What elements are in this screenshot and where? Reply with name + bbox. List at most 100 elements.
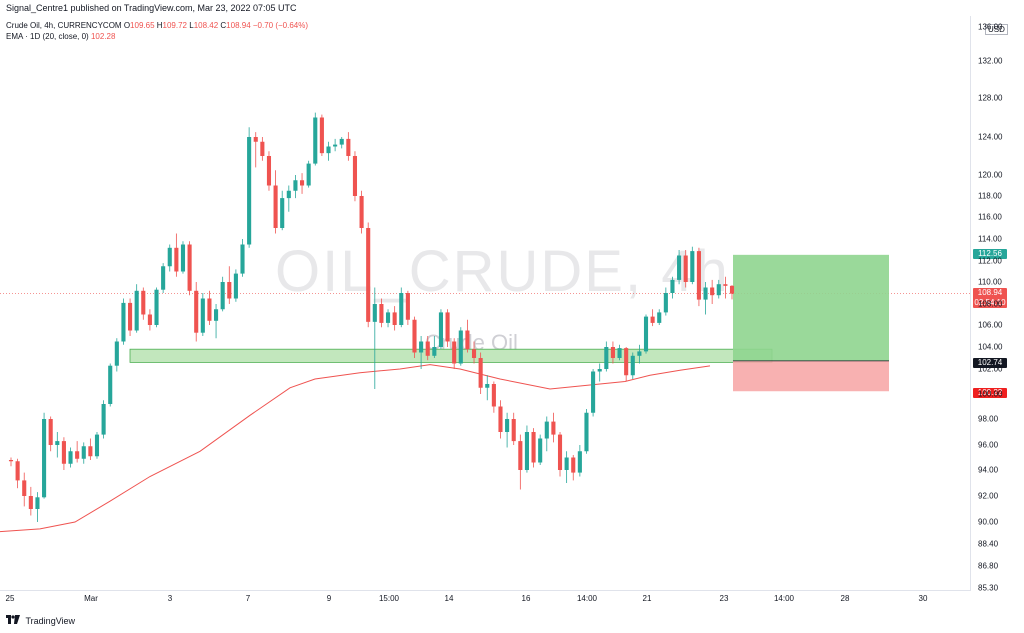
y-tick-label: 104.00 xyxy=(978,342,1003,352)
candle-body xyxy=(94,434,100,457)
x-tick-label: 16 xyxy=(521,594,531,603)
candle-body xyxy=(643,316,649,352)
symbol-label: Crude Oil, 4h, CURRENCYCOM xyxy=(6,21,122,30)
candle-body xyxy=(716,284,721,296)
brand-name[interactable]: TradingView xyxy=(25,615,76,626)
candle-body xyxy=(571,457,576,473)
x-tick-label: 14 xyxy=(444,594,454,603)
low-value: 108.42 xyxy=(193,21,219,30)
candle-body xyxy=(22,480,27,496)
candle-body xyxy=(485,384,490,388)
candle-body xyxy=(379,304,384,323)
candle-body xyxy=(187,244,192,291)
stop-loss-zone xyxy=(733,360,889,392)
x-tick-label: 9 xyxy=(326,594,332,603)
candle-body xyxy=(108,365,113,404)
candle-body xyxy=(147,314,152,325)
close-value: 108.94 xyxy=(226,21,251,30)
candle-body xyxy=(299,180,305,186)
candle-body xyxy=(114,341,119,366)
candle-body xyxy=(538,438,543,463)
candle-body xyxy=(471,349,477,358)
close-prefix: C xyxy=(220,21,227,30)
y-tick-label: 114.00 xyxy=(978,234,1002,244)
candle-body xyxy=(154,289,159,325)
candle-body xyxy=(524,432,529,470)
candle-body xyxy=(333,144,338,147)
candle-body xyxy=(683,255,688,282)
ema-value: 102.28 xyxy=(90,32,116,41)
candle-body xyxy=(412,319,417,353)
candle-body xyxy=(518,441,523,470)
price-chart[interactable] xyxy=(0,0,1024,608)
candle-body xyxy=(15,461,20,481)
candle-body xyxy=(319,117,324,154)
x-tick-label: 15:00 xyxy=(378,594,400,603)
candle-body xyxy=(551,421,556,435)
candle-body xyxy=(128,302,133,331)
candle-body xyxy=(696,251,701,300)
candle-body xyxy=(42,419,47,498)
high-prefix: H xyxy=(156,21,163,30)
symbol-watermark: OIL_CRUDE, 4h xyxy=(275,239,730,304)
y-tick-label: 132.00 xyxy=(978,56,1003,66)
candle-body xyxy=(273,185,278,228)
candle-body xyxy=(220,282,225,310)
candle-body xyxy=(227,282,232,299)
candle-body xyxy=(604,347,609,369)
tradingview-logo-icon[interactable] xyxy=(6,609,20,633)
candle-body xyxy=(286,190,291,199)
candle-body xyxy=(180,244,186,272)
candle-body xyxy=(703,287,708,300)
candle-body xyxy=(200,298,205,333)
y-tick-label: 98.00 xyxy=(978,414,999,424)
y-tick-label: 128.00 xyxy=(978,93,1003,103)
footer: TradingView xyxy=(0,608,1024,632)
candle-body xyxy=(577,451,582,473)
candle-body xyxy=(306,163,311,186)
candle-body xyxy=(121,302,126,342)
candle-body xyxy=(359,196,364,228)
candle-body xyxy=(677,255,682,280)
candle-body xyxy=(564,457,569,470)
ema-legend-row[interactable]: EMA · 1D (20, close, 0) 102.28 xyxy=(6,31,308,42)
y-tick-label: 85.30 xyxy=(978,583,999,593)
candle-body xyxy=(68,451,73,464)
candle-body xyxy=(657,312,662,323)
candle-body xyxy=(55,441,60,445)
x-tick-label: 14:00 xyxy=(576,594,598,603)
currency-label[interactable]: USD xyxy=(985,24,1008,35)
plot-area[interactable] xyxy=(0,16,971,590)
y-tick-label: 116.00 xyxy=(978,212,1002,222)
x-axis[interactable] xyxy=(0,590,971,608)
candle-body xyxy=(498,406,503,432)
y-tick-label: 92.00 xyxy=(978,491,999,501)
candle-body xyxy=(630,355,635,376)
candle-body xyxy=(690,251,695,282)
candle-body xyxy=(161,266,166,290)
candle-body xyxy=(670,279,675,293)
ema-label: EMA · 1D (20, close, 0) xyxy=(6,32,89,41)
y-tick-label: 96.00 xyxy=(978,440,999,450)
candle-body xyxy=(174,247,179,272)
candle-body xyxy=(207,298,212,321)
ema-line xyxy=(0,364,711,533)
candle-body xyxy=(326,146,331,154)
candle-body xyxy=(610,347,615,358)
change-value: −0.70 (−0.64%) xyxy=(252,21,309,30)
candle-body xyxy=(75,451,80,459)
bar-countdown: 02:54:10 xyxy=(974,298,1006,307)
candle-body xyxy=(445,312,450,342)
candle-body xyxy=(266,156,272,186)
candle-body xyxy=(597,369,602,372)
candle-body xyxy=(637,351,642,356)
candle-body xyxy=(405,293,410,320)
candle-body xyxy=(366,228,371,322)
y-tick-label: 108.00 xyxy=(978,299,1003,309)
symbol-legend-row[interactable]: Crude Oil, 4h, CURRENCYCOM O109.65 H109.… xyxy=(6,20,308,31)
candle-body xyxy=(723,284,728,286)
candle-body xyxy=(491,384,496,407)
candle-body xyxy=(240,244,245,274)
candle-body xyxy=(425,341,430,356)
candle-body xyxy=(419,341,424,353)
